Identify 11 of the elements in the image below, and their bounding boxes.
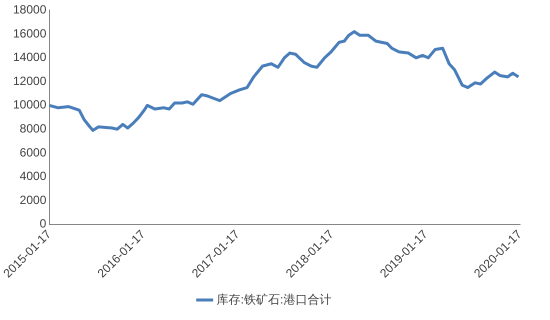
y-tick-label: 10000 — [12, 98, 47, 112]
legend-label: 库存:铁矿石:港口合计 — [216, 292, 332, 306]
y-tick-label: 8000 — [20, 122, 47, 136]
y-tick-label: 14000 — [12, 50, 47, 64]
y-tick-label: 2000 — [20, 192, 47, 207]
y-tick-label: 12000 — [12, 74, 47, 88]
y-tick-label: 18000 — [12, 2, 47, 17]
y-tick-label: 6000 — [20, 145, 47, 160]
y-tick-label: 0 — [40, 216, 47, 231]
y-tick-label: 4000 — [20, 169, 47, 184]
y-tick-label: 16000 — [12, 26, 47, 40]
